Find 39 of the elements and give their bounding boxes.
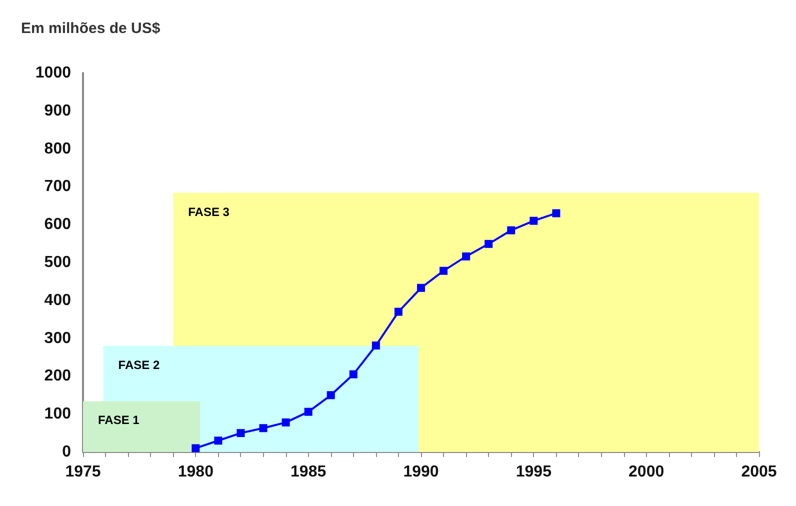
point (552, 209, 560, 218)
y-tick-label: 800 (44, 140, 72, 158)
x-tick-label: 1985 (290, 464, 326, 480)
y-tick-label: 1000 (35, 64, 72, 82)
x-tick-label: 1990 (403, 464, 439, 480)
series-label: FASE 3 (188, 204, 230, 219)
y-tick-label: 0 (62, 444, 72, 460)
x-tick-label: 2005 (741, 464, 777, 480)
point (507, 226, 516, 234)
y-tick-label: 200 (44, 368, 72, 385)
x-tick-label: 1975 (65, 464, 101, 480)
point (372, 342, 380, 350)
point (214, 436, 222, 445)
point (282, 418, 290, 426)
point (462, 252, 470, 260)
y-tick-label: 500 (44, 254, 72, 271)
point (349, 370, 358, 378)
point (417, 284, 425, 292)
point (304, 408, 312, 416)
point (236, 429, 245, 438)
point (440, 266, 448, 275)
y-tick-label: 600 (44, 216, 72, 234)
y-tick-label: 300 (44, 330, 72, 347)
point (326, 391, 335, 400)
x-tick-label: 1980 (178, 464, 214, 480)
series-label: FASE 1 (98, 413, 140, 428)
point (259, 424, 268, 432)
point (484, 240, 493, 248)
y-axis-title: Em milhões de US$ (21, 20, 161, 37)
y-tick-label: 400 (44, 292, 72, 309)
x-tick-label: 1995 (516, 464, 552, 480)
point (192, 444, 200, 452)
y-tick-label: 900 (44, 102, 72, 120)
x-tick-label: 2000 (628, 464, 664, 480)
point (394, 308, 402, 316)
series-label: FASE 2 (118, 358, 160, 372)
y-tick-label: 700 (44, 178, 72, 196)
point (530, 216, 538, 225)
y-tick-label: 100 (44, 406, 72, 423)
